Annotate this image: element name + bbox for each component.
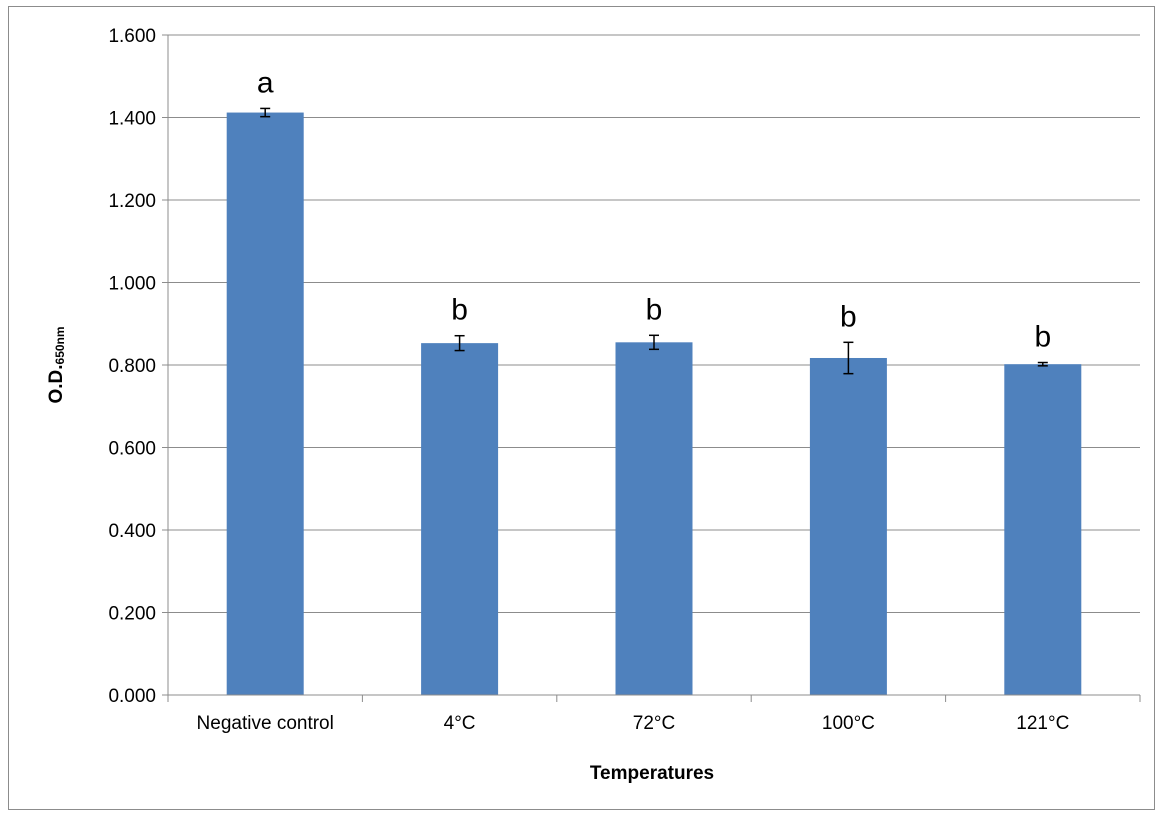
x-tick-label: Negative control [197,713,334,734]
y-tick-label: 1.200 [108,191,156,212]
bar [421,343,499,695]
significance-letter: b [646,293,663,326]
significance-letter: b [840,300,857,333]
y-tick-label: 1.000 [108,274,156,295]
error-bars [260,107,1048,375]
x-tick-label: 72°C [633,713,675,734]
significance-letter: b [1034,321,1051,354]
y-axis-title-main: O.D. [46,364,67,403]
chart-frame [8,6,1155,810]
bars [226,112,1082,696]
y-tick-label: 0.000 [108,686,156,707]
axes [167,35,1141,702]
x-tick-label: 121°C [1016,713,1069,734]
y-tick-label: 0.400 [108,521,156,542]
bar [809,357,887,695]
significance-letter: b [451,294,468,327]
y-tick-label: 1.600 [108,26,156,47]
y-axis-title-subscript: 650nm [53,326,67,364]
x-axis-title: Temperatures [590,763,714,784]
bar [226,112,304,696]
x-tick-label: 100°C [822,713,875,734]
significance-letters: a b b b b [257,66,1051,353]
x-tick-label: 4°C [444,713,476,734]
x-tick-labels: Negative control 4°C 72°C 100°C 121°C [197,713,1070,734]
y-tick-labels: 0.000 0.200 0.400 0.600 0.800 1.000 1.200 1.400… [108,26,156,707]
bar [615,342,693,695]
y-axis-title: O.D.650nm [46,326,67,403]
y-tick-label: 0.600 [108,439,156,460]
bar [1004,364,1082,695]
y-tick-label: 1.400 [108,109,156,130]
y-tick-label: 0.800 [108,356,156,377]
significance-letter: a [257,66,274,99]
y-tick-label: 0.200 [108,604,156,625]
